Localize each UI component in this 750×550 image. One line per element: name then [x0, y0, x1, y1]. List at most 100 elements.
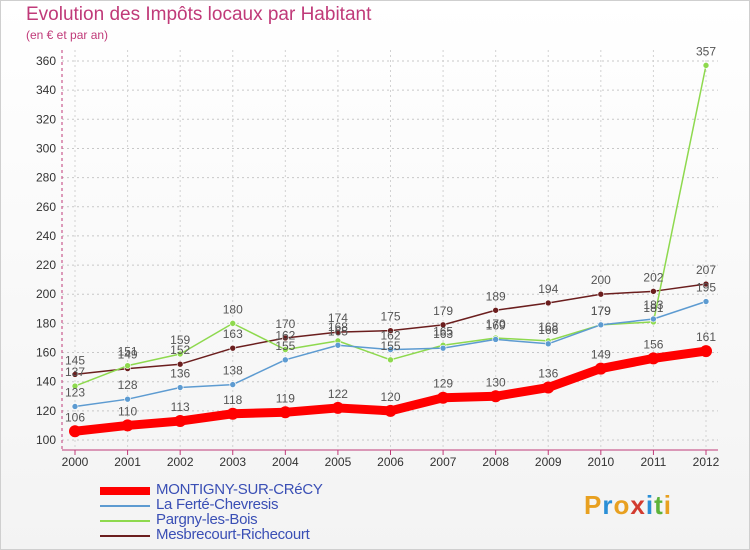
- y-tick-label: 300: [36, 141, 56, 155]
- data-label-pargny-les-bois: 179: [591, 304, 611, 318]
- data-label-pargny-les-bois: 168: [538, 320, 558, 334]
- series-lines: [69, 62, 712, 438]
- data-label-pargny-les-bois: 155: [380, 339, 400, 353]
- data-point-mesbrecourt-richecourt: [387, 327, 394, 334]
- x-tick-label: 2003: [219, 455, 246, 469]
- logo-letter: x: [630, 490, 646, 520]
- data-point-pargny-les-bois: [124, 362, 131, 369]
- data-point-la-fert-chevresis: [176, 384, 184, 391]
- data-label-montigny-sur-cr-cy: 122: [328, 387, 348, 401]
- axes: 100 120 140 160 180 200 220 240 260 280 300 320 340 3…: [36, 50, 720, 469]
- data-point-pargny-les-bois: [176, 350, 184, 358]
- data-point-montigny-sur-cr-cy: [279, 406, 292, 419]
- x-tick-label: 2004: [272, 455, 299, 469]
- data-label-montigny-sur-cr-cy: 106: [65, 410, 85, 424]
- data-point-mesbrecourt-richecourt: [71, 371, 79, 378]
- data-point-la-fert-chevresis: [597, 321, 605, 329]
- legend-swatch-montigny: [100, 487, 150, 495]
- legend-swatch-mesbrecourt: [100, 535, 150, 537]
- logo-letter: P: [584, 490, 603, 520]
- data-label-mesbrecourt-richecourt: 179: [433, 304, 453, 318]
- legend-label-montigny: MONTIGNY-SUR-CRéCY: [156, 481, 323, 498]
- data-point-pargny-les-bois: [387, 356, 394, 364]
- data-label-la-fert-chevresis: 165: [328, 324, 348, 338]
- logo-letter: i: [663, 490, 672, 520]
- data-label-mesbrecourt-richecourt: 149: [118, 348, 138, 362]
- x-tick-label: 2001: [114, 455, 141, 469]
- x-tick-label: 2002: [167, 455, 194, 469]
- logo-letter: t: [654, 490, 664, 520]
- data-label-pargny-les-bois: 170: [486, 317, 506, 331]
- data-point-mesbrecourt-richecourt: [282, 334, 289, 342]
- chart-title: Evolution des Impôts locaux par Habitant: [26, 4, 372, 25]
- logo-letter: r: [602, 490, 614, 520]
- y-tick-label: 220: [36, 258, 56, 272]
- chart-subtitle: (en € et par an): [26, 28, 109, 42]
- grid: [62, 50, 718, 448]
- data-label-mesbrecourt-richecourt: 163: [223, 327, 243, 341]
- legend-swatch-la-ferte: [100, 505, 150, 507]
- data-label-montigny-sur-cr-cy: 129: [433, 377, 453, 391]
- data-point-montigny-sur-cr-cy: [69, 425, 81, 438]
- x-tick-label: 2009: [535, 455, 562, 469]
- data-point-mesbrecourt-richecourt: [544, 299, 552, 307]
- y-tick-label: 320: [36, 112, 56, 126]
- y-tick-label: 240: [36, 229, 56, 243]
- data-label-mesbrecourt-richecourt: 200: [591, 273, 611, 287]
- data-label-la-fert-chevresis: 128: [118, 378, 138, 392]
- data-label-la-fert-chevresis: 179: [591, 304, 611, 318]
- data-point-mesbrecourt-richecourt: [492, 306, 499, 314]
- data-label-mesbrecourt-richecourt: 174: [328, 311, 348, 325]
- data-point-montigny-sur-cr-cy: [647, 352, 660, 365]
- data-point-mesbrecourt-richecourt: [176, 360, 184, 368]
- data-label-mesbrecourt-richecourt: 145: [65, 353, 85, 367]
- x-tick-label: 2007: [430, 455, 457, 469]
- data-label-pargny-les-bois: 168: [328, 320, 348, 334]
- data-point-la-fert-chevresis: [650, 315, 657, 323]
- legend-swatch-pargny: [100, 520, 150, 522]
- data-point-la-fert-chevresis: [282, 356, 289, 364]
- data-point-mesbrecourt-richecourt: [597, 290, 605, 298]
- y-tick-label: 260: [36, 200, 56, 214]
- data-label-montigny-sur-cr-cy: 149: [591, 348, 611, 362]
- data-point-montigny-sur-cr-cy: [174, 415, 187, 428]
- data-point-mesbrecourt-richecourt: [439, 321, 447, 329]
- data-label-la-fert-chevresis: 138: [223, 364, 243, 378]
- y-tick-label: 120: [36, 404, 56, 418]
- data-label-la-fert-chevresis: 136: [170, 367, 190, 381]
- data-label-montigny-sur-cr-cy: 136: [538, 367, 558, 381]
- data-label-mesbrecourt-richecourt: 152: [170, 343, 190, 357]
- data-label-la-fert-chevresis: 183: [643, 298, 663, 312]
- data-label-montigny-sur-cr-cy: 113: [171, 400, 190, 414]
- data-label-pargny-les-bois: 165: [433, 324, 453, 338]
- data-label-la-fert-chevresis: 123: [65, 385, 85, 399]
- data-label-la-fert-chevresis: 169: [486, 318, 506, 332]
- data-label-montigny-sur-cr-cy: 110: [118, 404, 137, 418]
- data-point-la-fert-chevresis: [492, 336, 499, 343]
- data-point-montigny-sur-cr-cy: [594, 362, 607, 375]
- x-tick-label: 2005: [325, 455, 352, 469]
- data-label-pargny-les-bois: 180: [223, 302, 243, 316]
- y-tick-label: 200: [36, 287, 56, 301]
- proxiti-logo: Proxiti: [584, 490, 672, 521]
- data-point-la-fert-chevresis: [334, 341, 342, 349]
- data-point-pargny-les-bois: [282, 346, 289, 353]
- data-label-pargny-les-bois: 137: [65, 365, 85, 379]
- data-point-mesbrecourt-richecourt: [650, 288, 657, 295]
- y-tick-label: 160: [36, 346, 56, 360]
- data-point-la-fert-chevresis: [544, 340, 552, 348]
- data-label-la-fert-chevresis: 166: [538, 323, 558, 337]
- data-point-la-fert-chevresis: [124, 395, 131, 403]
- data-label-montigny-sur-cr-cy: 119: [276, 391, 295, 405]
- data-label-pargny-les-bois: 162: [275, 329, 295, 343]
- y-tick-label: 340: [36, 83, 56, 97]
- data-point-pargny-les-bois: [702, 62, 710, 69]
- data-label-pargny-les-bois: 159: [170, 333, 190, 347]
- data-point-montigny-sur-cr-cy: [542, 381, 555, 394]
- data-point-la-fert-chevresis: [702, 298, 710, 305]
- y-tick-label: 100: [36, 433, 56, 447]
- data-point-mesbrecourt-richecourt: [702, 280, 710, 288]
- data-label-pargny-les-bois: 357: [696, 44, 716, 58]
- data-point-montigny-sur-cr-cy: [331, 401, 344, 414]
